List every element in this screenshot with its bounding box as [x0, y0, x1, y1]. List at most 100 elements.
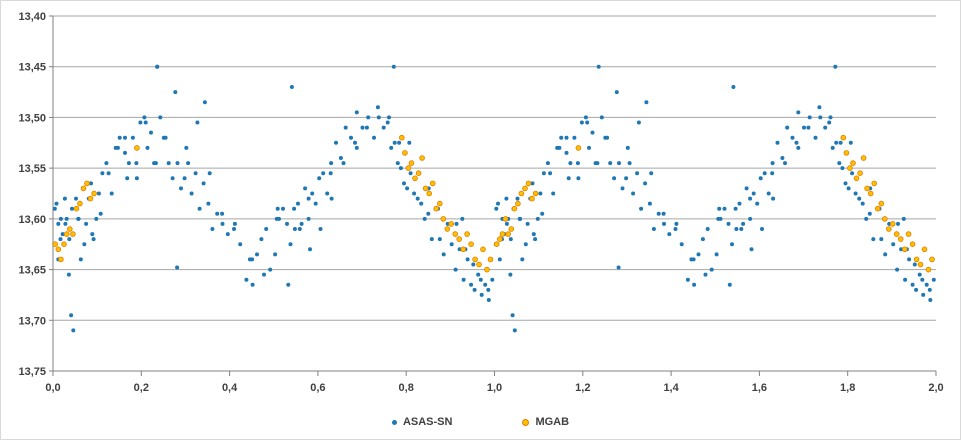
asas-sn-point [478, 277, 483, 282]
asas-sn-point [262, 272, 266, 277]
asas-sn-point [328, 171, 333, 176]
asas-sn-point [901, 216, 906, 221]
asas-sn-point [530, 181, 535, 186]
asas-sn-point [460, 216, 465, 221]
asas-sn-point [535, 216, 540, 221]
asas-sn-point [794, 140, 799, 145]
mgab-point [77, 200, 83, 207]
mgab-point [874, 205, 881, 212]
mgab-point [867, 190, 874, 197]
mgab-point [452, 231, 459, 237]
asas-sn-point [748, 196, 753, 201]
asas-sn-point [551, 191, 556, 196]
asas-sn-point [566, 176, 571, 181]
mgab-point [897, 236, 904, 242]
asas-sn-point [422, 216, 427, 221]
asas-sn-point [469, 282, 474, 287]
asas-sn-point [153, 161, 158, 166]
x-tick-label: 1,0 [487, 382, 502, 394]
mgab-point [436, 200, 443, 207]
asas-sn-point [673, 227, 678, 231]
asas-sn-point [453, 267, 458, 272]
asas-sn-point [575, 161, 580, 166]
asas-sn-point [297, 227, 302, 231]
mgab-point [444, 226, 451, 232]
asas-sn-point [823, 125, 828, 130]
asas-sn-point [247, 257, 252, 262]
asas-sn-point [508, 237, 513, 242]
asas-sn-point [325, 191, 330, 196]
mgab-point [881, 216, 888, 222]
asas-sn-point [921, 292, 926, 297]
asas-sn-point [376, 115, 381, 120]
asas-sn-point [903, 277, 908, 282]
mgab-point [847, 165, 853, 171]
asas-sn-point [405, 186, 410, 191]
asas-sn-point [608, 161, 613, 166]
asas-sn-point [531, 232, 536, 237]
mgab-point [433, 205, 440, 212]
asas-sn-point [354, 145, 359, 150]
asas-sn-point [296, 201, 300, 206]
asas-sn-point [662, 221, 666, 226]
asas-sn-point [182, 176, 187, 181]
asas-sn-point [206, 201, 211, 206]
asas-sn-point [834, 140, 839, 145]
asas-sn-point [685, 277, 690, 282]
asas-sn-point [871, 237, 876, 242]
asas-sn-point [381, 125, 386, 130]
asas-sn-point [614, 90, 619, 95]
asas-sn-point [692, 282, 697, 287]
asas-sn-point [397, 140, 402, 145]
y-tick-label: 13,75 [18, 366, 46, 378]
legend: ASAS-SN MGAB [0, 412, 961, 432]
asas-sn-point [441, 252, 446, 257]
asas-sn-point [255, 252, 259, 257]
asas-sn-point [189, 191, 194, 196]
asas-sn-point [67, 237, 72, 242]
mgab-point [91, 190, 97, 197]
asas-sn-point [770, 161, 775, 166]
asas-sn-point [292, 206, 297, 211]
asas-sn-point [175, 161, 180, 166]
asas-sn-point [372, 135, 376, 140]
asas-sn-point [115, 145, 120, 150]
asas-sn-point [175, 265, 180, 270]
asas-sn-point [398, 166, 403, 171]
asas-sn-point [515, 196, 520, 201]
asas-sn-point [625, 145, 630, 150]
asas-sn-point [429, 237, 434, 242]
mgab-point [70, 231, 76, 237]
mgab-point [422, 185, 429, 192]
asas-sn-point [143, 120, 148, 125]
asas-sn-point [931, 277, 936, 282]
asas-sn-point [595, 161, 600, 166]
asas-sn-point [471, 262, 476, 267]
asas-sn-point [496, 201, 500, 206]
mgab-point [476, 261, 482, 268]
asas-sn-point [62, 196, 67, 201]
asas-sn-point [123, 135, 127, 140]
asas-sn-point [392, 140, 397, 145]
asas-sn-point [737, 201, 742, 206]
mgab-point [63, 231, 70, 237]
asas-sn-point [512, 328, 517, 333]
asas-sn-point [329, 196, 334, 201]
asas-sn-point [583, 115, 588, 120]
asas-sn-point [202, 100, 207, 105]
asas-sn-point [741, 221, 746, 226]
asas-sn-point [78, 257, 83, 262]
asas-sn-point [220, 221, 225, 226]
asas-sn-point [96, 191, 101, 196]
asas-sn-point [74, 196, 78, 201]
asas-sn-point [850, 171, 855, 176]
asas-sn-point [54, 201, 59, 206]
mgab-point [402, 150, 408, 156]
mgab-point [840, 134, 847, 141]
legend-marker-mgab [522, 418, 530, 426]
asas-sn-point [76, 216, 81, 221]
mgab-point [496, 236, 503, 242]
asas-sn-point [82, 242, 87, 247]
asas-sn-point [349, 135, 353, 140]
x-tick-label: 0,0 [45, 382, 60, 394]
